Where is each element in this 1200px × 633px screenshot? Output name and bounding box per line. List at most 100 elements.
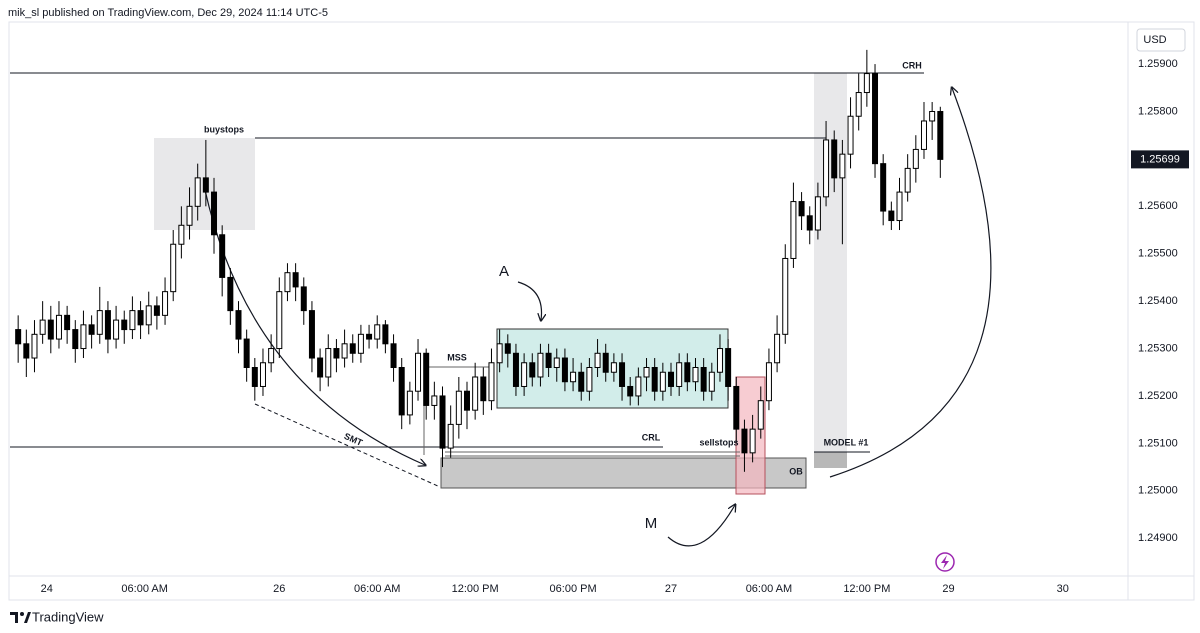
annotation: MSS [447, 352, 467, 362]
candle-body [749, 428, 756, 454]
candle-body [790, 201, 797, 259]
candle-body [39, 319, 46, 335]
x-tick-label: 30 [1057, 583, 1069, 595]
candle-body [847, 115, 854, 155]
candle-body [211, 191, 218, 236]
candle-body [537, 352, 544, 378]
candle-body [610, 362, 617, 373]
candle-body [96, 310, 103, 335]
candle-body [888, 210, 895, 222]
candle-body [741, 428, 748, 454]
candle-body [104, 310, 111, 340]
candle-body [251, 367, 258, 387]
candle-body [480, 376, 487, 402]
candle-body [521, 362, 528, 387]
m-arrow [667, 505, 735, 547]
x-tick-label: 06:00 PM [550, 583, 597, 595]
candle-body [72, 329, 79, 350]
candle-body [284, 272, 291, 293]
alert-icon[interactable] [935, 552, 955, 572]
y-tick-label: 1.25500 [1138, 248, 1178, 260]
candle-body [472, 376, 479, 411]
candle-body [178, 224, 185, 245]
candle-body [202, 177, 209, 193]
candle-body [733, 385, 740, 430]
y-tick-label: 1.25300 [1138, 342, 1178, 354]
x-tick-label: 06:00 AM [121, 583, 167, 595]
candle-body [47, 319, 54, 340]
candle-body [716, 348, 723, 373]
last-price-label: 1.25699 [1140, 153, 1180, 165]
candle-body [496, 343, 503, 364]
candle-body [529, 362, 536, 378]
candle-body [268, 348, 275, 364]
y-tick-label: 1.25100 [1138, 437, 1178, 449]
candle-body [23, 343, 30, 359]
candle-body [227, 276, 234, 312]
candle-body [129, 310, 136, 331]
brand: TradingView [32, 609, 104, 624]
currency-box[interactable] [1136, 28, 1186, 52]
candle-body [823, 139, 830, 198]
candle-body [463, 390, 470, 411]
candle-body [406, 390, 413, 416]
candle-body [194, 177, 201, 207]
candle-body [570, 371, 577, 383]
annotation: M [645, 515, 658, 532]
y-tick-label: 1.25200 [1138, 390, 1178, 402]
candle-body [235, 310, 242, 340]
candle-body [219, 234, 226, 278]
candle-body [374, 324, 381, 340]
candle-body [317, 357, 324, 378]
candle-body [798, 201, 805, 217]
candle-body [145, 305, 152, 326]
candle-body [113, 319, 120, 340]
candle-body [602, 352, 609, 373]
frame [8, 21, 1195, 601]
candle-body [121, 319, 128, 331]
candle-body [757, 400, 764, 430]
candle-body [880, 163, 887, 212]
y-tick-label: 1.25900 [1138, 58, 1178, 70]
candle-body [162, 291, 169, 316]
candle-body [300, 286, 307, 312]
candle-body [700, 367, 707, 392]
candle-body [872, 73, 879, 165]
candle-body [415, 352, 422, 392]
candle-body [692, 367, 699, 383]
candle-body [512, 352, 519, 387]
candle-body [839, 153, 846, 179]
candle-body [349, 343, 356, 354]
annotation: CRL [642, 432, 661, 442]
candle-body [643, 367, 650, 378]
candle-body [708, 371, 715, 392]
candle-body [912, 148, 919, 169]
candle-body [488, 362, 495, 402]
annotation: CRH [902, 60, 922, 70]
candle-body [325, 348, 332, 378]
candle-body [137, 310, 144, 326]
alert-bolt [941, 555, 949, 569]
candle-body [651, 367, 658, 392]
candle-body [635, 376, 642, 397]
candle-body [553, 357, 560, 369]
annotation: A [499, 263, 509, 280]
candle-body [341, 343, 348, 359]
logo-mark [10, 612, 18, 623]
candle-body [455, 390, 462, 425]
candle-body [627, 385, 634, 397]
y-tick-label: 1.25600 [1138, 200, 1178, 212]
candle-body [782, 257, 789, 335]
x-tick-label: 27 [665, 583, 677, 595]
candle-body [619, 362, 626, 387]
target-arrow [829, 88, 992, 478]
candle-body [276, 291, 283, 350]
x-tick-label: 12:00 PM [452, 583, 499, 595]
annotation-labels: buystops CRH MSS CRL sellstops MODEL #1 … [204, 60, 922, 532]
candle-body [504, 343, 511, 354]
candle-body [439, 395, 446, 449]
candle-body [896, 191, 903, 222]
y-tick-label: 1.25800 [1138, 105, 1178, 117]
candle-body [292, 272, 299, 288]
